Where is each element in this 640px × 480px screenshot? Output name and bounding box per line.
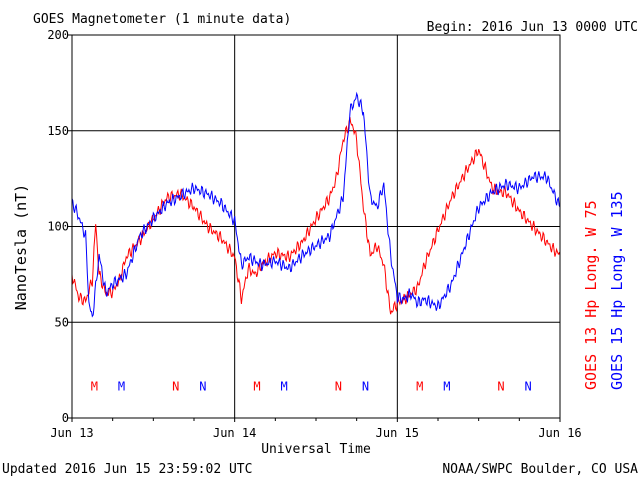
series-layer	[71, 91, 561, 318]
y-tick-label: 150	[47, 124, 69, 138]
legend-goes13: GOES 13 Hp Long. W 75	[582, 200, 600, 390]
x-tick-label: Jun 15	[376, 426, 419, 440]
x-tick-label: Jun 16	[538, 426, 581, 440]
x-axis-label: Universal Time	[261, 442, 371, 457]
x-tick-label: Jun 14	[213, 426, 256, 440]
updated-label: Updated 2016 Jun 15 23:59:02 UTC	[2, 462, 252, 477]
y-tick-label: 50	[55, 315, 69, 329]
marker-label: M	[91, 379, 98, 393]
y-tick-label: 0	[62, 411, 69, 425]
marker-label: N	[335, 379, 342, 393]
marker-label: N	[497, 379, 504, 393]
marker-label: M	[253, 379, 260, 393]
marker-label: N	[172, 379, 179, 393]
y-axis-label: NanoTesla (nT)	[12, 184, 30, 310]
legend-goes15: GOES 15 Hp Long. W 135	[608, 191, 626, 390]
marker-label: N	[199, 379, 206, 393]
marker-label: M	[443, 379, 450, 393]
marker-label: N	[525, 379, 532, 393]
credit-label: NOAA/SWPC Boulder, CO USA	[442, 462, 638, 477]
chart-title: GOES Magnetometer (1 minute data)	[33, 12, 291, 27]
x-tick-label: Jun 13	[50, 426, 93, 440]
begin-label: Begin: 2016 Jun 13 0000 UTC	[427, 20, 638, 35]
marker-label: M	[281, 379, 288, 393]
series-line-goes13	[71, 117, 561, 315]
axis-ticks: 0 50 100 150 200 Jun 13 Jun 14 Jun 15 Jun 16	[47, 28, 581, 440]
grid-lines	[72, 35, 560, 418]
marker-label: M	[416, 379, 423, 393]
marker-label: M	[118, 379, 125, 393]
y-tick-label: 100	[47, 220, 69, 234]
series-line-goes15	[71, 91, 561, 318]
marker-label: N	[362, 379, 369, 393]
y-tick-label: 200	[47, 28, 69, 42]
